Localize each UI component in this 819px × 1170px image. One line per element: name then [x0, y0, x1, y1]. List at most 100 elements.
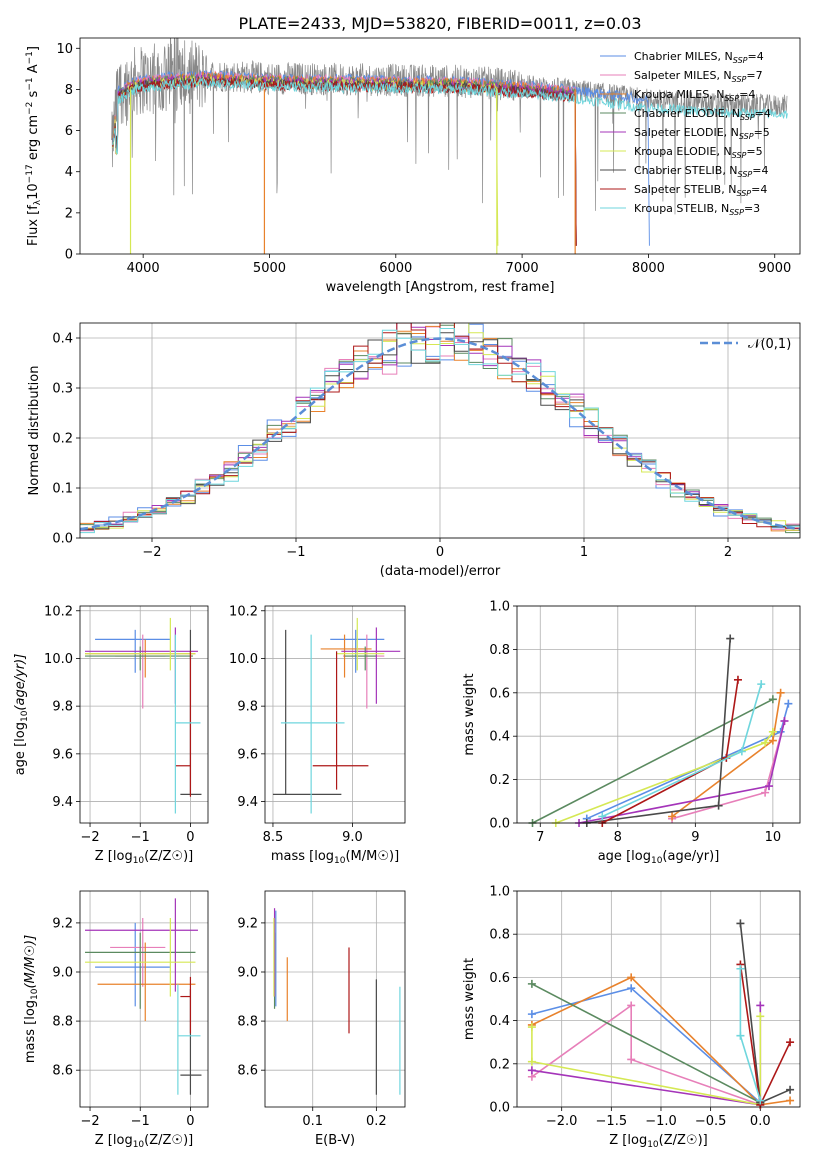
- x-axis-label: wavelength [Angstrom, rest frame]: [326, 280, 555, 295]
- legend-label: Chabrier STELIB: [634, 164, 722, 177]
- y-tick-label: 9.8: [237, 700, 258, 715]
- y-tick-label: 1.0: [489, 885, 510, 900]
- x-tick-label: −1.5: [596, 1114, 628, 1129]
- y-tick-label: 8.6: [52, 1064, 73, 1079]
- age-vs-metallicity-panel: −2 −1 09.49.69.810.010.2Z [log10(Z/Z☉)]age…: [13, 604, 209, 866]
- legend-label: Kroupa MILES: [634, 88, 709, 101]
- weight-point: [736, 919, 745, 928]
- weight-point: [768, 695, 777, 704]
- spectrum-lines: [111, 38, 788, 254]
- axes-frame: [516, 890, 801, 1108]
- x-tick-label: 0: [186, 1114, 194, 1129]
- weight-point: [768, 727, 777, 736]
- legend-entry: Salpeter STELIB, NSSP=4: [634, 183, 767, 198]
- weight-point: [784, 699, 793, 708]
- legend-n-value: 3: [753, 202, 760, 215]
- axes-frame: [79, 890, 209, 1108]
- weight-series-salpeter-stelib: [736, 960, 795, 1109]
- y-tick-label: 0.4: [489, 1014, 510, 1029]
- y-axis-label-text: mass weight: [462, 958, 477, 1040]
- errorbar-salpeter-stelib: [180, 976, 192, 1034]
- errorbars: [272, 617, 401, 814]
- model-spectrum-chabrier-stelib: [112, 76, 577, 246]
- x-tick-label: 5000: [253, 261, 286, 276]
- weight-line: [555, 731, 774, 824]
- errorbar-kroupa-miles: [97, 942, 196, 1022]
- y-axis-label-part: (age/yr)]: [13, 654, 28, 711]
- y-tick-label: 0.2: [52, 432, 73, 447]
- legend-n-sub: SSP: [732, 151, 747, 160]
- weight-line: [531, 983, 761, 1104]
- x-axis-label-text: age [log: [598, 849, 651, 864]
- weight-series-salpeter-miles: [527, 1001, 765, 1109]
- weight-line: [532, 698, 774, 824]
- legend-entry: Salpeter MILES, NSSP=7: [634, 69, 763, 84]
- errorbar-chabrier-miles: [95, 922, 171, 1007]
- legend-entry: Chabrier MILES, NSSP=4: [634, 50, 764, 65]
- weight-point: [737, 747, 746, 756]
- weight-point: [527, 1023, 536, 1032]
- x-tick-label: 4000: [127, 261, 160, 276]
- weight-point: [527, 979, 536, 988]
- x-axis-label-tail: (Z/Z☉)]: [659, 1133, 708, 1148]
- y-axis-label: mass weight: [462, 673, 477, 755]
- legend-n-value: 4: [748, 88, 755, 101]
- legend-n-prefix: , N: [709, 88, 724, 101]
- y-tick-label: 0.3: [52, 382, 73, 397]
- x-tick-label: 9000: [758, 261, 791, 276]
- x-axis-label-tail: (age/yr)]: [662, 849, 719, 864]
- legend-n-value: 4: [757, 50, 764, 63]
- errorbars: [85, 617, 202, 814]
- y-tick-label: 0.8: [489, 928, 510, 943]
- legend-n-prefix: , N: [721, 183, 736, 196]
- x-tick-label: 0.2: [366, 1114, 387, 1129]
- weight-point: [598, 812, 607, 821]
- y-tick-label: 1.0: [489, 600, 510, 615]
- errorbar-kroupa-elodie: [85, 617, 196, 671]
- model-spectrum-salpeter-stelib: [112, 76, 577, 246]
- weight-point: [627, 973, 636, 982]
- x-axis-label: E(B-V): [315, 1133, 355, 1148]
- y-tick-label: 0.4: [489, 730, 510, 745]
- y-axis-label-text: mass [log: [23, 1000, 38, 1063]
- y-tick-label: 4: [65, 165, 73, 180]
- legend-n-eq: =: [747, 50, 756, 63]
- weight-line: [531, 976, 791, 1106]
- weight-point: [668, 812, 677, 821]
- y-axis-label: Flux [fλ10−17 erg cm−2 s−1 A−1]: [25, 46, 43, 246]
- weight-point: [786, 1085, 795, 1094]
- x-tick-label: 7000: [506, 261, 539, 276]
- legend-n-prefix: , N: [718, 50, 733, 63]
- legend-label: Kroupa ELODIE: [634, 145, 716, 158]
- x-tick-label: −2: [80, 1114, 99, 1129]
- y-tick-label: 9.6: [237, 747, 258, 762]
- legend-n-value: 4: [761, 164, 768, 177]
- errorbar-kroupa-elodie: [336, 617, 385, 671]
- axes-frame: [516, 605, 801, 824]
- x-tick-label: 0.0: [750, 1114, 771, 1129]
- legend-label: Chabrier ELODIE: [634, 107, 725, 120]
- legend-label: Chabrier MILES: [634, 50, 718, 63]
- legend-n-prefix: , N: [725, 107, 740, 120]
- legend-n-sub: SSP: [729, 208, 744, 217]
- x-tick-label: 8: [614, 830, 622, 845]
- x-tick-label: 2: [724, 545, 732, 560]
- axes-frame: [264, 605, 406, 824]
- weight-point: [761, 738, 770, 747]
- figure-title: PLATE=2433, MJD=53820, FIBERID=0011, z=0…: [238, 14, 641, 33]
- weight-point: [757, 680, 766, 689]
- mass-vs-ebv-panel: 0.1 0.2 8.6 8.8 9.0 9.2 E(B-V): [237, 890, 406, 1148]
- x-axis-label: Z [log10(Z/Z☉)]: [95, 849, 193, 866]
- weight-point: [733, 675, 742, 684]
- y-tick-label: 10: [56, 42, 73, 57]
- legend-n-value: 7: [756, 69, 763, 82]
- x-tick-label: 8000: [632, 261, 665, 276]
- weight-series-chabrier-stelib: [736, 919, 795, 1107]
- legend-label: Kroupa STELIB: [634, 202, 714, 215]
- y-tick-label: 8: [65, 83, 73, 98]
- model-spectrum-kroupa-miles: [112, 70, 577, 246]
- y-tick-label: 9.2: [52, 916, 73, 931]
- y-tick-label: 0.0: [52, 532, 73, 547]
- weight-point: [780, 717, 789, 726]
